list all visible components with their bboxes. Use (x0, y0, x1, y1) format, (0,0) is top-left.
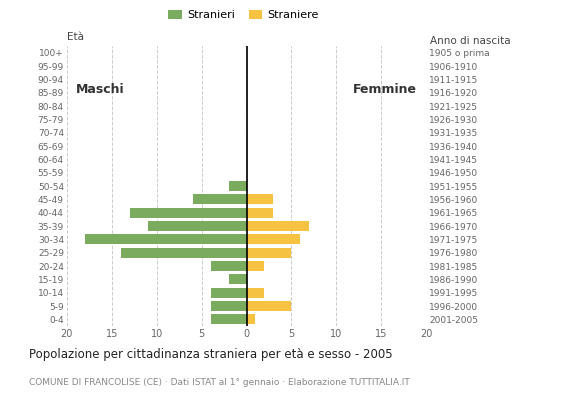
Text: Anno di nascita: Anno di nascita (430, 36, 510, 46)
Bar (246, 234, 300, 244)
Bar (246, 314, 255, 324)
Text: Maschi: Maschi (75, 83, 124, 96)
Bar (229, 181, 246, 191)
Bar (246, 194, 274, 204)
Bar (246, 248, 291, 258)
Text: Età: Età (67, 32, 84, 42)
Bar (246, 288, 264, 298)
Bar (85, 234, 246, 244)
Text: Popolazione per cittadinanza straniera per età e sesso - 2005: Popolazione per cittadinanza straniera p… (29, 348, 393, 361)
Bar (246, 261, 264, 271)
Bar (211, 314, 246, 324)
Bar (246, 301, 291, 311)
Bar (129, 208, 246, 218)
Bar (211, 301, 246, 311)
Bar (147, 221, 246, 231)
Bar (211, 288, 246, 298)
Bar (193, 194, 246, 204)
Bar (121, 248, 246, 258)
Text: COMUNE DI FRANCOLISE (CE) · Dati ISTAT al 1° gennaio · Elaborazione TUTTITALIA.I: COMUNE DI FRANCOLISE (CE) · Dati ISTAT a… (29, 378, 409, 387)
Bar (211, 261, 246, 271)
Bar (229, 274, 246, 284)
Legend: Stranieri, Straniere: Stranieri, Straniere (164, 6, 323, 25)
Bar (246, 221, 310, 231)
Text: Femmine: Femmine (353, 83, 418, 96)
Bar (246, 208, 274, 218)
